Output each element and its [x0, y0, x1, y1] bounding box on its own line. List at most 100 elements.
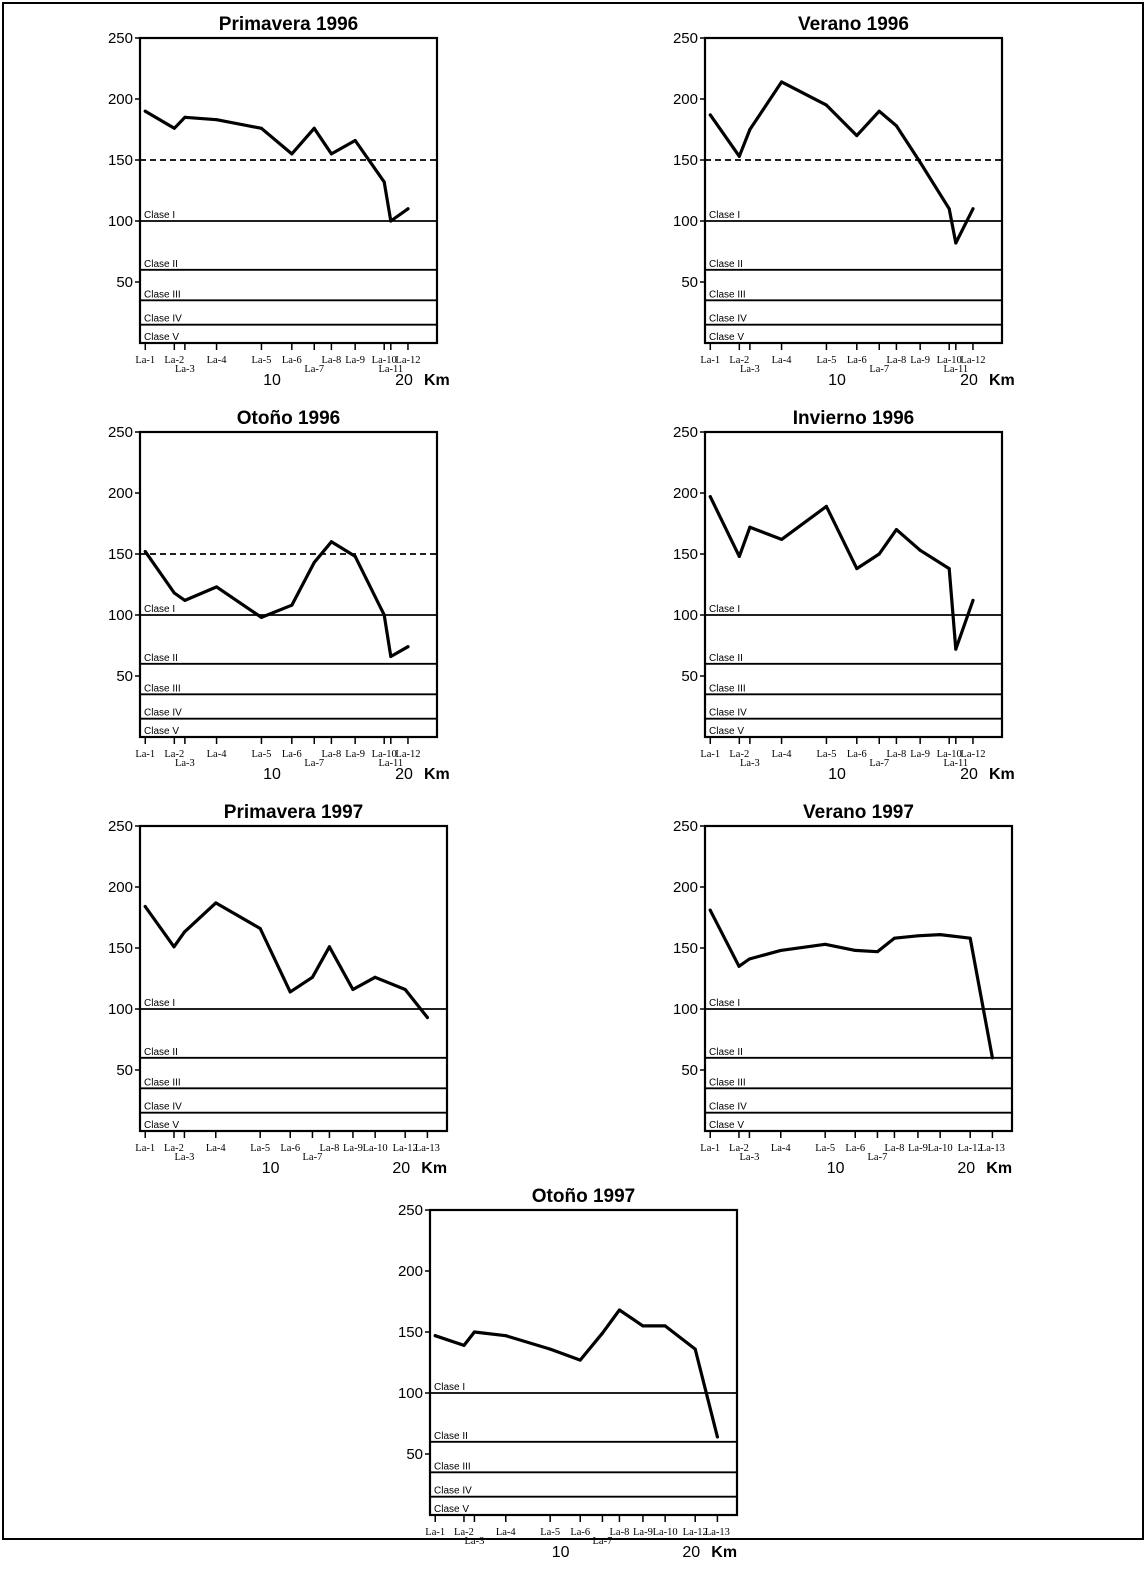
plot-frame [138, 824, 449, 1133]
station-label-la-4: La-4 [207, 749, 228, 760]
data-point-11 [990, 1056, 994, 1060]
class-label: Clase III [144, 683, 181, 694]
data-point-0 [708, 908, 712, 912]
data-point-11 [406, 645, 410, 649]
data-point-6 [875, 950, 879, 954]
data-point-5 [578, 1358, 582, 1362]
chart-title: Primavera 1996 [219, 14, 358, 35]
y-tick-label: 50 [681, 668, 698, 685]
data-point-10 [389, 654, 393, 658]
data-point-2 [182, 930, 186, 934]
data-point-9 [938, 933, 942, 937]
data-point-1 [462, 1343, 466, 1347]
data-point-10 [693, 1347, 697, 1351]
class-label: Clase II [144, 1047, 178, 1058]
class-label: Clase V [709, 726, 744, 737]
station-label-la-5: La-5 [252, 749, 272, 760]
x-tick-label: 10 [828, 766, 846, 783]
y-tick-label: 50 [681, 274, 698, 291]
station-label-la-13: La-13 [705, 1527, 730, 1538]
data-point-1 [737, 154, 741, 158]
data-point-0 [143, 905, 147, 909]
y-tick-label: 250 [673, 818, 698, 835]
y-tick-label: 200 [108, 485, 133, 502]
station-label-la-13: La-13 [415, 1143, 440, 1154]
data-point-8 [353, 138, 357, 142]
station-label-la-7: La-7 [868, 1152, 888, 1163]
data-point-1 [172, 945, 176, 949]
data-point-7 [892, 936, 896, 940]
data-point-4 [824, 103, 828, 107]
station-label-la-10: La-10 [653, 1527, 678, 1538]
station-label-la-9: La-9 [910, 749, 930, 760]
station-label-la-4: La-4 [496, 1527, 517, 1538]
station-label-la-9: La-9 [633, 1527, 653, 1538]
data-point-11 [425, 1016, 429, 1020]
data-point-8 [641, 1324, 645, 1328]
station-label-la-9: La-9 [343, 1143, 363, 1154]
y-tick-label: 150 [108, 940, 133, 957]
station-label-la-5: La-5 [817, 355, 837, 366]
x-tick-label: 10 [828, 372, 846, 389]
y-tick-label: 50 [116, 274, 133, 291]
data-point-0 [143, 109, 147, 113]
class-label: Clase I [709, 604, 740, 615]
station-label-la-6: La-6 [847, 749, 867, 760]
station-label-la-11: La-11 [943, 758, 968, 769]
station-label-la-2: La-2 [729, 1143, 749, 1154]
station-label-la-2: La-2 [729, 355, 749, 366]
data-point-5 [290, 152, 294, 156]
x-tick-label: 10 [262, 1160, 280, 1177]
data-point-3 [780, 80, 784, 84]
station-label-la-12: La-12 [393, 1143, 418, 1154]
station-label-la-6: La-6 [280, 1143, 300, 1154]
chart-title: Verano 1996 [798, 14, 909, 35]
plot-frame [138, 430, 439, 739]
data-point-6 [312, 126, 316, 130]
station-label-la-10: La-10 [937, 749, 962, 760]
class-label: Clase I [709, 998, 740, 1009]
station-label-la-12: La-12 [395, 355, 420, 366]
y-tick-label: 200 [673, 485, 698, 502]
y-tick-label: 100 [108, 1001, 133, 1018]
station-label-la-2: La-2 [164, 749, 184, 760]
x-tick-label: 10 [827, 1160, 845, 1177]
x-tick-label: 20 [395, 372, 413, 389]
chart-title: Verano 1997 [803, 802, 914, 823]
plot-frame [703, 824, 1014, 1133]
data-point-10 [954, 241, 958, 245]
station-label-la-9: La-9 [910, 355, 930, 366]
y-tick-label: 150 [673, 546, 698, 563]
data-point-8 [918, 548, 922, 552]
station-label-la-7: La-7 [304, 758, 324, 769]
station-label-la-10: La-10 [372, 749, 397, 760]
data-point-2 [747, 957, 751, 961]
class-label: Clase III [144, 1077, 181, 1088]
data-point-6 [600, 1331, 604, 1335]
data-point-5 [855, 567, 859, 571]
y-tick-label: 200 [673, 91, 698, 108]
chart-primavera-1996: Primavera 1996 50 100 150 200 250 Clase I Clase… [108, 14, 450, 389]
station-label-la-6: La-6 [847, 355, 867, 366]
class-label: Clase V [144, 726, 179, 737]
data-point-6 [312, 561, 316, 565]
data-point-7 [894, 124, 898, 128]
data-point-7 [327, 945, 331, 949]
data-point-8 [918, 160, 922, 164]
y-tick-label: 200 [108, 91, 133, 108]
data-point-2 [183, 115, 187, 119]
y-tick-label: 150 [673, 940, 698, 957]
station-label-la-2: La-2 [164, 355, 184, 366]
data-point-4 [548, 1347, 552, 1351]
station-label-la-3: La-3 [740, 364, 760, 375]
y-tick-label: 150 [673, 152, 698, 169]
station-label-la-12: La-12 [960, 749, 985, 760]
y-tick-label: 100 [673, 1001, 698, 1018]
data-point-5 [288, 990, 292, 994]
series-line [143, 109, 410, 223]
plot-frame [703, 36, 1004, 345]
data-point-6 [877, 552, 881, 556]
class-label: Clase IV [434, 1486, 472, 1497]
station-label-la-6: La-6 [845, 1143, 865, 1154]
station-label-la-9: La-9 [345, 749, 365, 760]
